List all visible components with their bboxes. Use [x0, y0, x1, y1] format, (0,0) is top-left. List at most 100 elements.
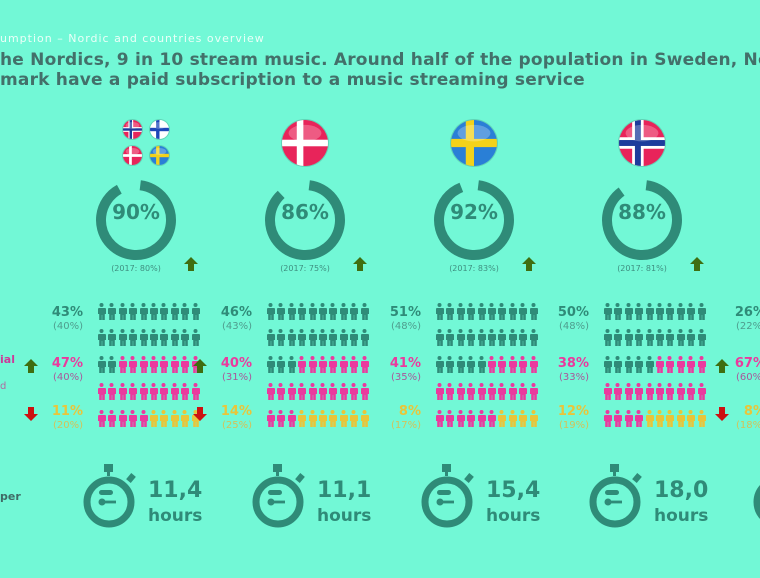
person-teal-icon — [128, 329, 138, 350]
person-pink-icon — [487, 356, 496, 377]
person-pink-icon — [128, 383, 138, 404]
person-teal-icon — [645, 303, 654, 324]
person-pink-icon — [97, 410, 106, 431]
flag-sweden-icon — [451, 120, 497, 166]
person-pink-icon — [445, 410, 455, 431]
stopwatch-icon — [252, 464, 305, 528]
person-pink-icon — [159, 383, 169, 404]
stream-percent: 88% — [618, 200, 666, 224]
hours-unit: hours — [148, 506, 203, 526]
person-yellow-icon — [655, 410, 664, 431]
person-teal-icon — [634, 329, 644, 350]
person-teal-icon — [318, 329, 327, 350]
person-pink-icon — [149, 356, 158, 377]
person-pink-icon — [466, 410, 476, 431]
person-yellow-icon — [328, 410, 338, 431]
segment-percent: 8% — [398, 404, 421, 419]
stream-percent: 92% — [450, 200, 498, 224]
person-teal-icon — [139, 329, 148, 350]
person-teal-icon — [139, 303, 148, 324]
person-pink-icon — [328, 356, 338, 377]
person-teal-icon — [266, 303, 275, 324]
segment-prev-percent: (18%) — [735, 420, 760, 431]
person-teal-icon — [466, 329, 476, 350]
person-yellow-icon — [686, 410, 696, 431]
person-pink-icon — [508, 383, 517, 404]
person-teal-icon — [508, 329, 517, 350]
segment-prev-percent: (20%) — [52, 420, 83, 431]
flag-norway-icon — [619, 120, 665, 166]
person-teal-icon — [603, 356, 612, 377]
person-teal-icon — [686, 329, 696, 350]
person-teal-icon — [676, 303, 685, 324]
person-teal-icon — [339, 303, 348, 324]
country-column: 90% (2017: 80%) 11,4 hours 43% (40%) 47% (40%)… — [24, 0, 238, 578]
hours-unit: hours — [317, 506, 372, 526]
person-pink-icon — [349, 383, 359, 404]
person-pink-icon — [180, 356, 190, 377]
person-pink-icon — [603, 383, 612, 404]
person-teal-icon — [149, 303, 158, 324]
person-teal-icon — [318, 303, 327, 324]
person-teal-icon — [435, 303, 444, 324]
segment-percent: 46% — [220, 305, 252, 320]
listening-hours: 15,4 — [486, 478, 541, 503]
person-pink-icon — [435, 383, 444, 404]
stopwatch-icon — [589, 464, 642, 528]
person-teal-icon — [287, 356, 296, 377]
person-yellow-icon — [149, 410, 158, 431]
person-pink-icon — [118, 383, 127, 404]
person-pink-icon — [118, 410, 127, 431]
person-pink-icon — [159, 356, 169, 377]
person-teal-icon — [308, 303, 317, 324]
prev-year-value: (2017: 75%) — [280, 264, 330, 273]
hours-unit: hours — [486, 506, 541, 526]
person-teal-icon — [97, 356, 106, 377]
person-yellow-icon — [665, 410, 675, 431]
person-pink-icon — [529, 356, 538, 377]
person-pink-icon — [318, 383, 327, 404]
person-pink-icon — [266, 410, 275, 431]
person-pink-icon — [634, 410, 644, 431]
person-teal-icon — [456, 329, 465, 350]
arrow-up-icon — [184, 256, 198, 271]
segment-percent: 40% — [220, 356, 252, 371]
listening-hours: 11,4 — [148, 478, 203, 503]
person-pink-icon — [665, 383, 675, 404]
person-pink-icon — [497, 356, 507, 377]
person-pink-icon — [328, 383, 338, 404]
arrow-up-icon — [353, 256, 367, 271]
country-column: 86% (2017: 75%) 11,1 hours 46% (43%) 40% (31%)… — [193, 0, 407, 578]
person-teal-icon — [613, 329, 623, 350]
person-teal-icon — [170, 303, 179, 324]
person-pink-icon — [360, 383, 369, 404]
person-teal-icon — [613, 303, 623, 324]
person-pink-icon — [477, 383, 486, 404]
person-teal-icon — [655, 303, 664, 324]
person-teal-icon — [686, 303, 696, 324]
segment-prev-percent: (48%) — [390, 321, 421, 332]
person-pink-icon — [191, 383, 200, 404]
person-teal-icon — [159, 303, 169, 324]
person-pink-icon — [676, 383, 685, 404]
person-pink-icon — [645, 383, 654, 404]
person-teal-icon — [529, 303, 538, 324]
person-teal-icon — [435, 356, 444, 377]
person-pink-icon — [477, 410, 486, 431]
person-pink-icon — [497, 383, 507, 404]
arrow-up-icon — [522, 256, 536, 271]
person-teal-icon — [435, 329, 444, 350]
segment-prev-percent: (43%) — [221, 321, 252, 332]
person-teal-icon — [645, 356, 654, 377]
person-teal-icon — [624, 303, 633, 324]
person-pink-icon — [128, 410, 138, 431]
arrow-up-icon — [690, 256, 704, 271]
person-teal-icon — [613, 356, 623, 377]
flag-sweden-icon — [150, 146, 169, 165]
person-teal-icon — [487, 303, 496, 324]
person-teal-icon — [697, 329, 706, 350]
person-teal-icon — [266, 356, 275, 377]
stopwatch-icon — [753, 485, 760, 519]
person-teal-icon — [477, 303, 486, 324]
person-teal-icon — [180, 329, 190, 350]
